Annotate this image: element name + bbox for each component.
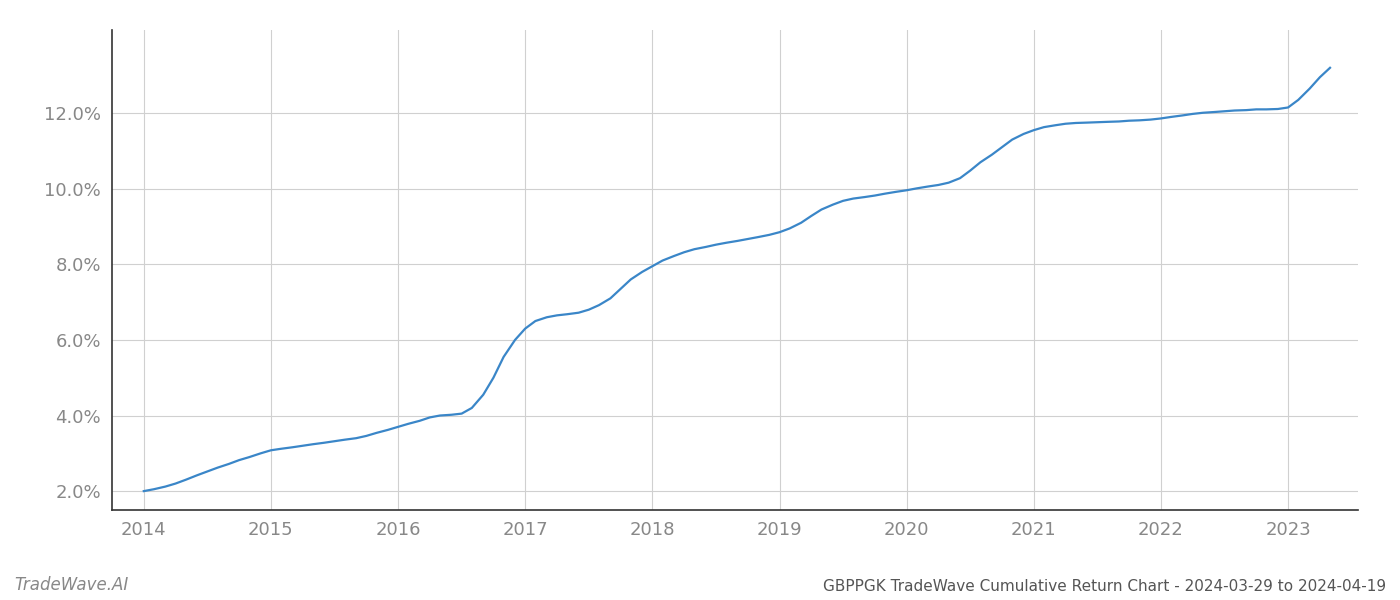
Text: TradeWave.AI: TradeWave.AI xyxy=(14,576,129,594)
Text: GBPPGK TradeWave Cumulative Return Chart - 2024-03-29 to 2024-04-19: GBPPGK TradeWave Cumulative Return Chart… xyxy=(823,579,1386,594)
